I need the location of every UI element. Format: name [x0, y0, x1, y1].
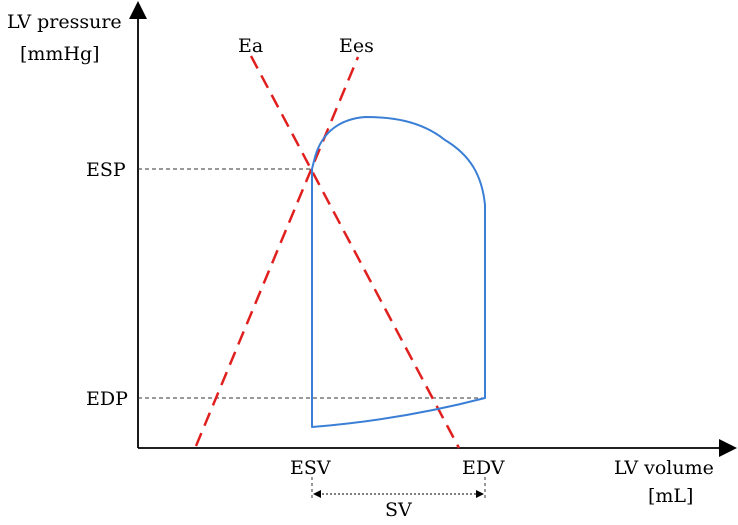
ees-label: Ees	[339, 35, 374, 57]
edv-label: EDV	[462, 457, 505, 479]
esp-label: ESP	[86, 159, 126, 181]
ea-label: Ea	[238, 35, 263, 57]
x-axis-label-line1: LV volume	[614, 457, 714, 479]
y-axis-label-line1: LV pressure	[7, 11, 122, 33]
sv-label: SV	[385, 499, 412, 521]
ees-line	[194, 56, 360, 447]
edp-label: EDP	[86, 388, 128, 410]
esv-label: ESV	[290, 457, 331, 479]
pv-loop	[311, 116, 486, 428]
ea-line	[249, 55, 461, 449]
x-axis-label-line2: [mL]	[648, 485, 693, 507]
y-axis-label-line2: [mmHg]	[20, 43, 100, 65]
